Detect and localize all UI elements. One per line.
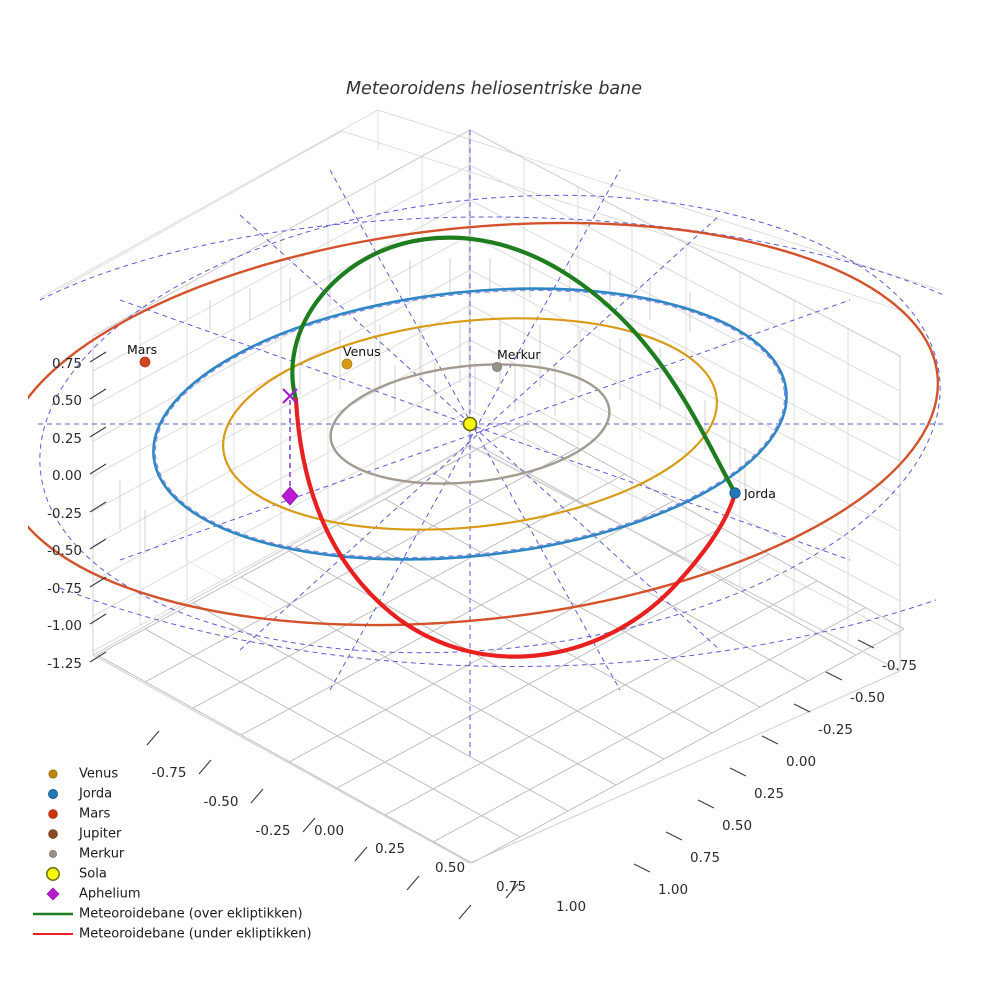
orbit-venus	[222, 317, 718, 531]
top-reference-arc	[39, 216, 947, 301]
venus-dot-icon	[48, 769, 58, 779]
legend-label-orbit-over: Meteoroidebane (over ekliptikken)	[79, 907, 303, 922]
meteoroid-orbit	[290, 235, 738, 659]
aphelium-marker[interactable]	[281, 486, 299, 506]
y-tick-5: 0.50	[722, 818, 752, 834]
z-tick-0: 0.75	[52, 356, 82, 372]
legend-label-orbit-under: Meteoroidebane (under ekliptikken)	[79, 927, 312, 942]
x-tick-1: -0.50	[204, 794, 239, 810]
pane-inner-fragments	[185, 360, 761, 624]
x-tick-2: -0.25	[256, 823, 291, 839]
legend-item-sola[interactable]: Sola	[46, 867, 107, 882]
mars-label: Mars	[127, 342, 157, 357]
orbit-droplines	[119, 258, 746, 552]
z-tick-8: -1.25	[47, 656, 82, 672]
legend-item-orbit-over[interactable]: Meteoroidebane (over ekliptikken)	[33, 907, 303, 922]
orbit-mars	[28, 221, 940, 627]
y-axis-ticks: -0.75 -0.50 -0.25 0.00 0.25 0.50 0.75 1.…	[633, 639, 917, 898]
z-tick-1: 0.50	[52, 393, 82, 409]
orbit-jorda	[152, 287, 788, 561]
aphelium-group	[281, 388, 299, 506]
legend-item-aphelium[interactable]: Aphelium	[46, 887, 141, 902]
jorda-marker[interactable]	[729, 487, 741, 499]
sola-dot-icon	[46, 867, 60, 881]
legend-label-sola: Sola	[79, 867, 107, 882]
annotation-venus[interactable]: Venus	[341, 344, 381, 370]
z-tick-marks	[89, 351, 107, 663]
z-tick-2: 0.25	[52, 431, 82, 447]
legend-item-venus[interactable]: Venus	[48, 767, 119, 782]
annotation-mars[interactable]: Mars	[127, 342, 157, 368]
x-tick-7: 1.00	[556, 899, 586, 915]
z-tick-7: -1.00	[47, 618, 82, 634]
merkur-label: Merkur	[497, 347, 541, 362]
y-tick-7: 1.00	[658, 882, 688, 898]
legend-label-jupiter: Jupiter	[78, 827, 122, 842]
y-tick-0: -0.75	[882, 658, 917, 674]
orbit-merkur	[329, 363, 611, 485]
annotation-jorda[interactable]: Jorda	[729, 486, 776, 501]
meteoroid-above-ecliptic	[290, 235, 738, 496]
meteoroid-below-ecliptic	[293, 397, 738, 659]
x-tick-3: 0.00	[314, 823, 344, 839]
jupiter-dot-icon	[48, 829, 58, 839]
annotation-merkur[interactable]: Merkur	[492, 347, 541, 372]
jorda-label: Jorda	[743, 486, 776, 501]
sola-marker[interactable]	[462, 416, 478, 432]
aphelium-diamond-icon	[46, 887, 60, 901]
aphelium-cross-icon	[282, 388, 298, 404]
mars-dot-icon	[48, 809, 58, 819]
z-axis-ticks: 0.75 0.50 0.25 0.00 -0.25 -0.50 -0.75 -1…	[47, 351, 107, 672]
pane-top-grid	[39, 109, 941, 313]
sola-group[interactable]	[462, 416, 478, 432]
legend-label-jorda: Jorda	[78, 787, 112, 802]
merkur-marker[interactable]	[492, 362, 502, 372]
earth-reference-circle	[154, 290, 786, 558]
venus-label: Venus	[343, 344, 381, 359]
x-tick-marks	[146, 730, 519, 920]
legend-label-merkur: Merkur	[79, 847, 125, 862]
z-tick-3: 0.00	[52, 468, 82, 484]
legend-label-aphelium: Aphelium	[79, 887, 141, 902]
x-axis-ticks: -0.75 -0.50 -0.25 0.00 0.25 0.50 0.75 1.…	[146, 730, 586, 920]
z-tick-6: -0.75	[47, 581, 82, 597]
x-tick-6: 0.75	[496, 879, 526, 895]
y-tick-1: -0.50	[850, 690, 885, 706]
merkur-dot-icon	[49, 850, 57, 858]
legend-item-merkur[interactable]: Merkur	[49, 847, 125, 862]
y-tick-2: -0.25	[818, 722, 853, 738]
axes-panes	[39, 109, 941, 864]
mars-marker[interactable]	[139, 356, 151, 368]
planet-annotations: Mars Venus Merkur Jorda	[127, 342, 776, 501]
page-title: Meteoroidens heliosentriske bane	[346, 79, 642, 99]
legend-item-jorda[interactable]: Jorda	[48, 787, 112, 802]
legend-label-mars: Mars	[79, 807, 111, 822]
legend-item-jupiter[interactable]: Jupiter	[48, 827, 122, 842]
y-tick-marks	[633, 639, 875, 873]
legend-item-orbit-under[interactable]: Meteoroidebane (under ekliptikken)	[33, 927, 312, 942]
z-tick-4: -0.25	[47, 506, 82, 522]
legend: Venus Jorda Mars Jupiter Merkur Sola	[33, 767, 312, 942]
y-tick-6: 0.75	[690, 850, 720, 866]
y-tick-4: 0.25	[754, 786, 784, 802]
planet-orbits	[28, 221, 940, 627]
y-tick-3: 0.00	[786, 754, 816, 770]
legend-item-mars[interactable]: Mars	[48, 807, 111, 822]
floor-reference-arc	[59, 587, 937, 667]
ecliptic-reference-circle	[39, 194, 941, 654]
z-tick-5: -0.50	[47, 543, 82, 559]
jorda-dot-icon	[48, 789, 58, 799]
x-tick-4: 0.25	[375, 841, 405, 857]
pane-floor-grid	[96, 420, 905, 864]
venus-marker[interactable]	[341, 358, 353, 370]
legend-label-venus: Venus	[79, 767, 118, 782]
x-tick-0: -0.75	[152, 765, 187, 781]
x-tick-5: 0.50	[435, 860, 465, 876]
